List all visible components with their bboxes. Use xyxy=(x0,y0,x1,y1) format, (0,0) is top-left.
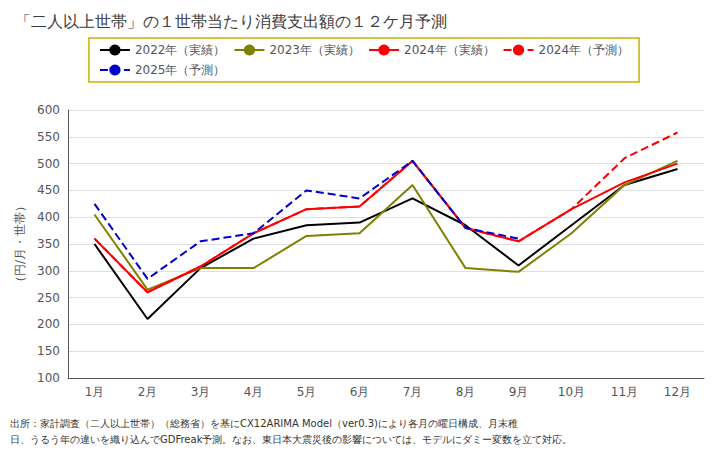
svg-text:9月: 9月 xyxy=(509,385,529,399)
svg-text:2025年（予測）: 2025年（予測） xyxy=(135,63,226,77)
svg-text:10月: 10月 xyxy=(558,385,585,399)
svg-text:5月: 5月 xyxy=(297,385,317,399)
svg-text:7月: 7月 xyxy=(403,385,423,399)
svg-text:4月: 4月 xyxy=(244,385,264,399)
svg-text:550: 550 xyxy=(37,130,60,144)
svg-text:8月: 8月 xyxy=(456,385,476,399)
svg-text:150: 150 xyxy=(37,344,60,358)
svg-text:100: 100 xyxy=(37,371,60,385)
svg-text:400: 400 xyxy=(37,210,60,224)
svg-text:2022年（実績）: 2022年（実績） xyxy=(135,43,226,57)
svg-text:「二人以上世帯」の１世帯当たり消費支出額の１２ケ月予測: 「二人以上世帯」の１世帯当たり消費支出額の１２ケ月予測 xyxy=(15,12,447,31)
svg-text:6月: 6月 xyxy=(350,385,370,399)
svg-text:1月: 1月 xyxy=(85,385,105,399)
svg-text:250: 250 xyxy=(37,291,60,305)
svg-text:12月: 12月 xyxy=(664,385,691,399)
svg-text:日、うるう年の違いを織り込んでGDFreak予測。なお、東日: 日、うるう年の違いを織り込んでGDFreak予測。なお、東日本大震災後の影響につ… xyxy=(10,434,572,445)
svg-text:450: 450 xyxy=(37,183,60,197)
svg-text:600: 600 xyxy=(37,103,60,117)
svg-text:2024年（予測）: 2024年（予測） xyxy=(539,43,630,57)
svg-text:300: 300 xyxy=(37,264,60,278)
svg-text:200: 200 xyxy=(37,317,60,331)
svg-text:出所：家計調査（二人以上世帯）（総務省）を基にCX12ARI: 出所：家計調査（二人以上世帯）（総務省）を基にCX12ARIMA Model（v… xyxy=(10,418,518,429)
svg-text:11月: 11月 xyxy=(611,385,638,399)
svg-text:2023年（実績）: 2023年（実績） xyxy=(269,43,360,57)
svg-text:350: 350 xyxy=(37,237,60,251)
svg-text:（円/月・世帯）: （円/月・世帯） xyxy=(13,200,27,288)
svg-text:2024年（実績）: 2024年（実績） xyxy=(404,43,495,57)
svg-text:2月: 2月 xyxy=(138,385,158,399)
svg-text:500: 500 xyxy=(37,157,60,171)
svg-text:3月: 3月 xyxy=(191,385,211,399)
